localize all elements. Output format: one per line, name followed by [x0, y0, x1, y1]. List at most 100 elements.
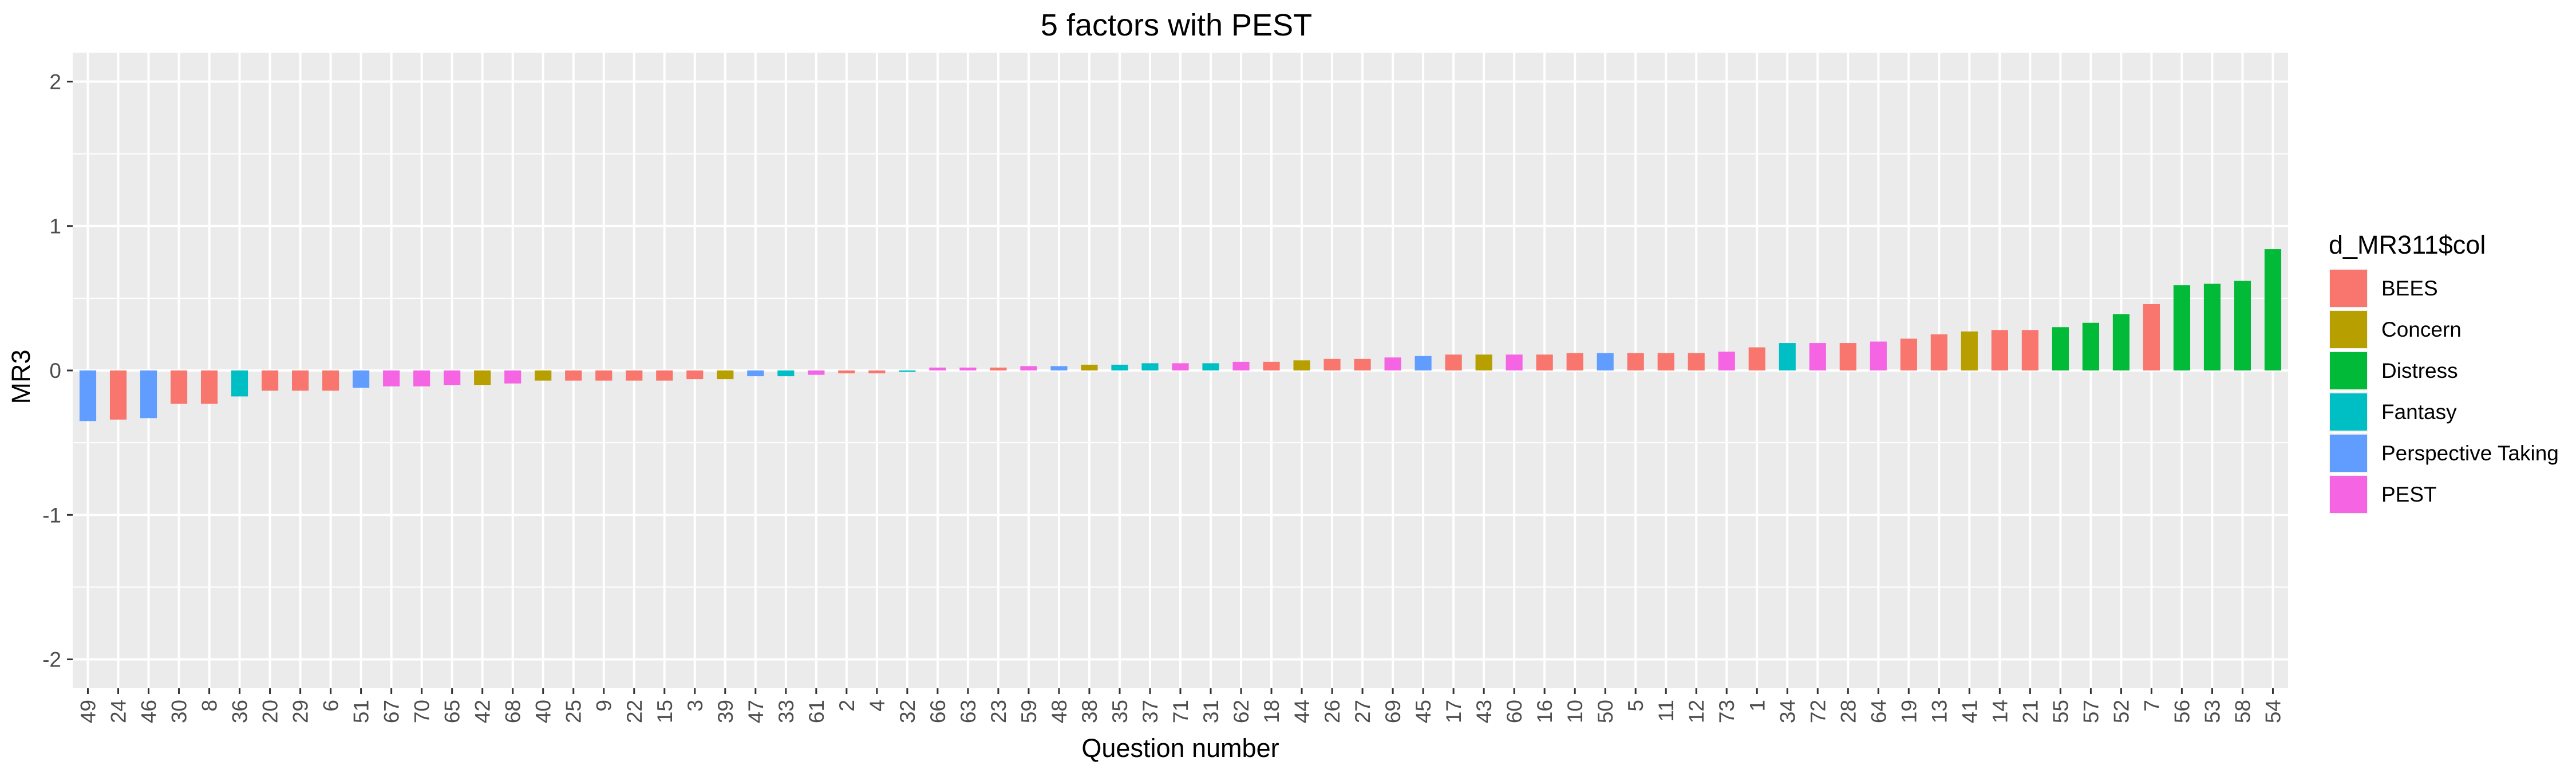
- bar-q21: [2021, 330, 2038, 370]
- legend-label: Perspective Taking: [2381, 441, 2559, 465]
- x-tick-label: 5: [1624, 700, 1647, 712]
- bar-q62: [1232, 361, 1250, 370]
- bar-q67: [383, 370, 400, 386]
- x-tick-label: 6: [319, 700, 343, 712]
- bar-q6: [322, 370, 339, 391]
- y-tick-label: 2: [49, 70, 61, 93]
- bar-q18: [1263, 361, 1280, 370]
- bar-q71: [1172, 363, 1189, 370]
- x-tick-label: 68: [501, 700, 525, 723]
- bar-q27: [1354, 358, 1371, 370]
- x-tick-label: 72: [1806, 700, 1830, 723]
- y-axis-title: MR3: [6, 349, 35, 404]
- x-tick-label: 60: [1503, 700, 1526, 723]
- x-tick-label: 55: [2049, 700, 2072, 723]
- x-tick-label: 58: [2231, 700, 2254, 723]
- x-tick-label: 7: [2140, 700, 2163, 712]
- bar-q46: [140, 370, 157, 419]
- y-axis: -2 -1 0 1 2: [42, 70, 73, 672]
- x-tick-label: 13: [1927, 700, 1951, 723]
- x-tick-label: 29: [289, 700, 313, 723]
- bar-q65: [444, 370, 461, 385]
- bar-q24: [109, 370, 127, 420]
- bar-q7: [2143, 303, 2160, 370]
- bar-q48: [1050, 366, 1068, 370]
- bar-q38: [1081, 364, 1098, 370]
- legend-swatch: [2330, 270, 2367, 307]
- x-tick-label: 48: [1048, 700, 1071, 723]
- bar-q13: [1930, 334, 1947, 370]
- bar-q66: [929, 367, 946, 370]
- bar-q41: [1961, 331, 1978, 370]
- bar-q25: [565, 370, 582, 381]
- x-tick-label: 70: [410, 700, 434, 723]
- x-tick-label: 27: [1351, 700, 1374, 723]
- bar-q63: [959, 367, 977, 370]
- x-tick-label: 34: [1776, 700, 1799, 723]
- y-tick-label: 1: [49, 215, 61, 238]
- bar-q55: [2052, 327, 2069, 370]
- bar-q49: [79, 370, 97, 421]
- x-tick-label: 59: [1017, 700, 1041, 723]
- bar-q12: [1688, 353, 1705, 370]
- x-tick-label: 15: [653, 700, 677, 723]
- x-tick-label: 3: [683, 700, 707, 712]
- bar-q29: [292, 370, 309, 391]
- bar-q36: [231, 370, 248, 397]
- legend-label: BEES: [2381, 277, 2438, 300]
- chart-title: 5 factors with PEST: [1041, 8, 1312, 42]
- bar-q53: [2203, 283, 2221, 370]
- x-tick-label: 49: [77, 700, 100, 723]
- legend-swatch: [2330, 435, 2367, 472]
- bar-q20: [262, 370, 279, 391]
- bar-q23: [990, 367, 1007, 370]
- bar-q69: [1384, 357, 1401, 370]
- x-tick-label: 19: [1897, 700, 1921, 723]
- bar-q34: [1779, 343, 1796, 370]
- x-tick-label: 57: [2079, 700, 2103, 723]
- x-tick-label: 31: [1199, 700, 1223, 723]
- bar-q39: [717, 370, 734, 380]
- bar-q60: [1506, 354, 1523, 370]
- x-tick-label: 69: [1381, 700, 1405, 723]
- x-tick-label: 35: [1108, 700, 1132, 723]
- x-tick-label: 39: [714, 700, 737, 723]
- x-tick-label: 22: [623, 700, 646, 723]
- bar-q58: [2234, 281, 2251, 370]
- bar-q2: [838, 370, 855, 374]
- legend-swatch: [2330, 476, 2367, 513]
- bar-q31: [1202, 363, 1219, 370]
- x-tick-label: 73: [1715, 700, 1739, 723]
- legend-label: Fantasy: [2381, 400, 2457, 424]
- bar-q35: [1111, 364, 1128, 370]
- bar-q44: [1293, 360, 1310, 370]
- legend-swatch: [2330, 393, 2367, 431]
- x-tick-label: 32: [896, 700, 919, 723]
- bar-q51: [353, 370, 370, 388]
- bar-q70: [413, 370, 430, 386]
- x-tick-label: 63: [957, 700, 980, 723]
- x-tick-label: 43: [1472, 700, 1496, 723]
- bar-q54: [2264, 249, 2282, 370]
- x-tick-label: 9: [592, 700, 616, 712]
- x-tick-label: 37: [1139, 700, 1162, 723]
- bar-q9: [595, 370, 613, 381]
- plot-area: [73, 53, 2288, 688]
- legend-label: PEST: [2381, 483, 2437, 506]
- x-tick-label: 64: [1867, 700, 1890, 723]
- x-tick-label: 18: [1260, 700, 1283, 723]
- bar-q42: [474, 370, 491, 385]
- bar-q50: [1597, 353, 1614, 370]
- bar-q68: [504, 370, 521, 384]
- x-tick-label: 40: [532, 700, 555, 723]
- legend-title: d_MR311$col: [2329, 230, 2486, 259]
- x-tick-label: 42: [471, 700, 495, 723]
- y-tick-label: -1: [42, 503, 61, 527]
- x-tick-label: 20: [259, 700, 282, 723]
- x-tick-label: 4: [866, 700, 889, 712]
- bar-q64: [1870, 341, 1887, 370]
- bar-q15: [656, 370, 673, 381]
- bar-q10: [1566, 353, 1583, 370]
- bar-q45: [1415, 356, 1432, 370]
- x-tick-label: 50: [1594, 700, 1617, 723]
